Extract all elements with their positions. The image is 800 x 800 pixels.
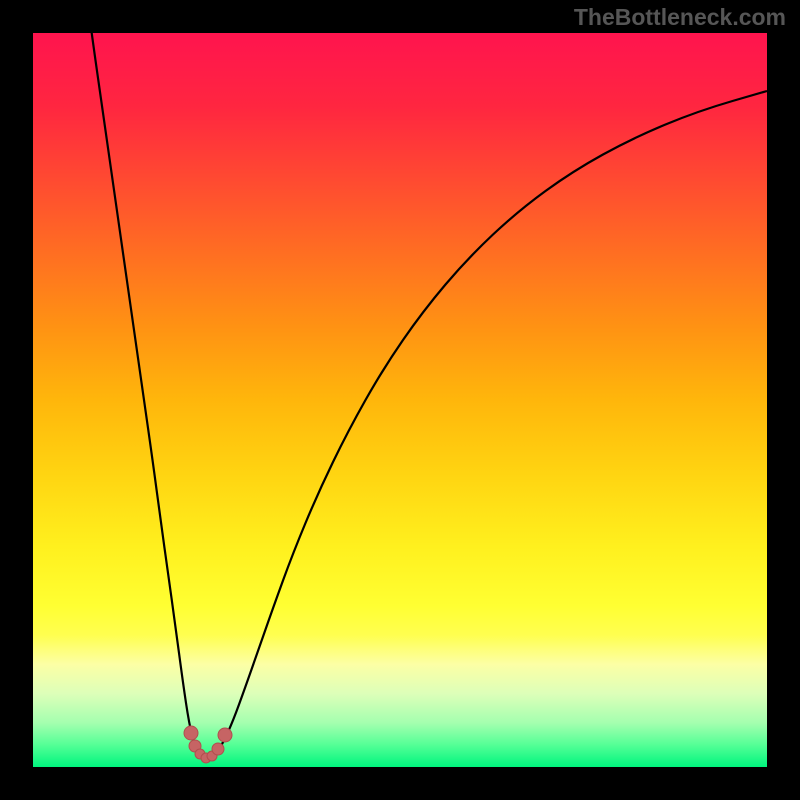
- bottleneck-curve: [89, 33, 767, 757]
- curve-marker: [218, 728, 232, 742]
- curve-overlay: [33, 33, 767, 767]
- plot-area: [33, 33, 767, 767]
- watermark-text: TheBottleneck.com: [574, 4, 786, 31]
- curve-marker: [212, 743, 224, 755]
- figure-root: TheBottleneck.com: [0, 0, 800, 800]
- curve-marker: [184, 726, 198, 740]
